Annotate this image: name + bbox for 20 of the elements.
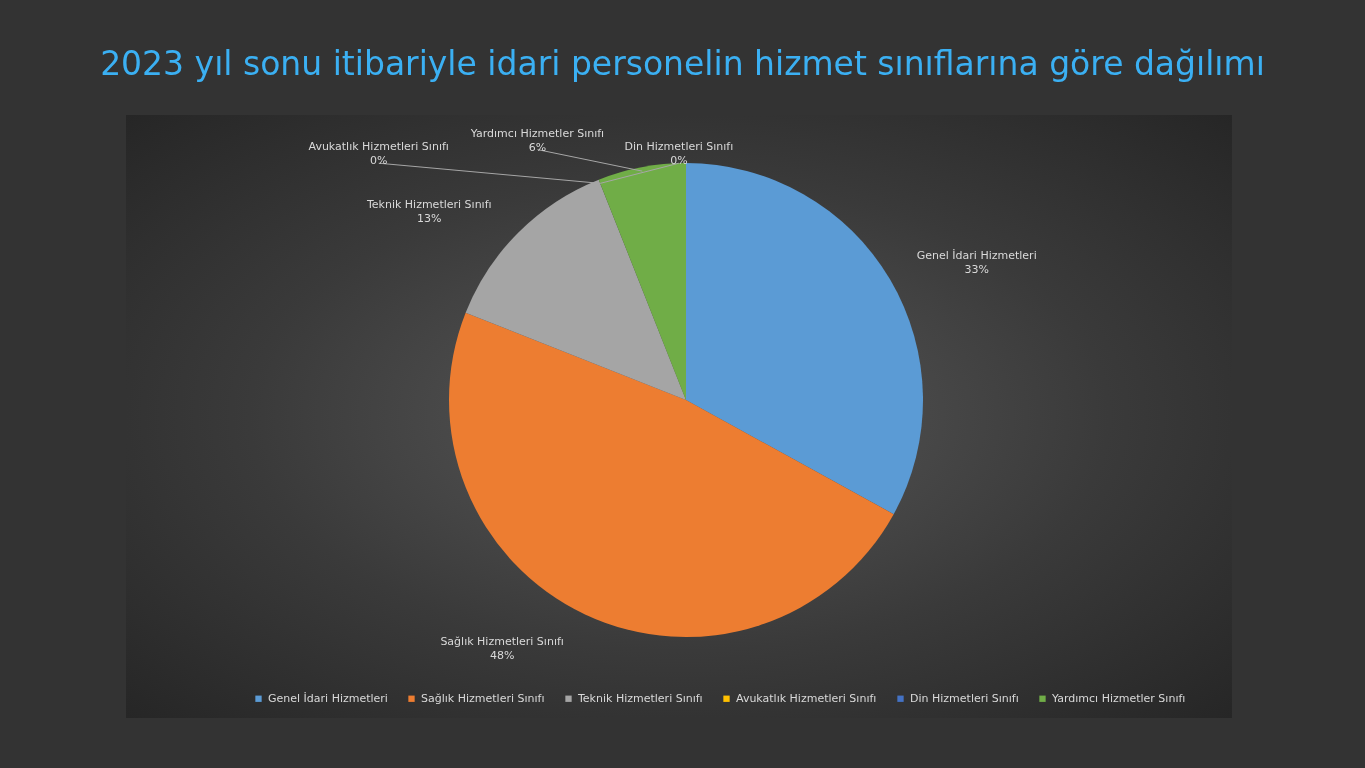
legend-label: Yardımcı Hizmetler Sınıfı [1051,691,1186,705]
pie-slice [449,312,894,637]
data-label: 13% [417,211,442,225]
data-label: 33% [964,263,989,277]
category-label: Avukatlık Hizmetleri Sınıfı [308,140,449,154]
slice-label: Sağlık Hizmetleri Sınıfı [440,635,564,649]
pie-slice [598,163,686,400]
legend-label: Teknik Hizmetleri Sınıfı [577,691,703,705]
legend-label: Din Hizmetleri Sınıfı [910,691,1019,705]
legend-label: Avukatlık Hizmetleri Sınıfı [736,691,877,705]
slice-label: Genel İdari Hizmetleri [916,249,1037,263]
text: 0% [369,154,388,168]
legend-label: Sağlık Hizmetleri Sınıfı [421,691,545,705]
legend-label: Genel İdari Hizmetleri [268,691,388,705]
data-label: 6% [528,140,547,154]
data-label: 48% [489,649,515,663]
slice-label: Teknik Hizmetleri Sınıfı [365,197,492,211]
chart-title: 2023 yıl sonu itibariyle idari personelin hizmet sınıflarına göre dağılımı [99,44,1266,83]
category-label: Din Hizmetleri Sınıfı [624,140,734,154]
slice-label: Yardımcı Hizmetler Sınıfı [469,126,605,140]
